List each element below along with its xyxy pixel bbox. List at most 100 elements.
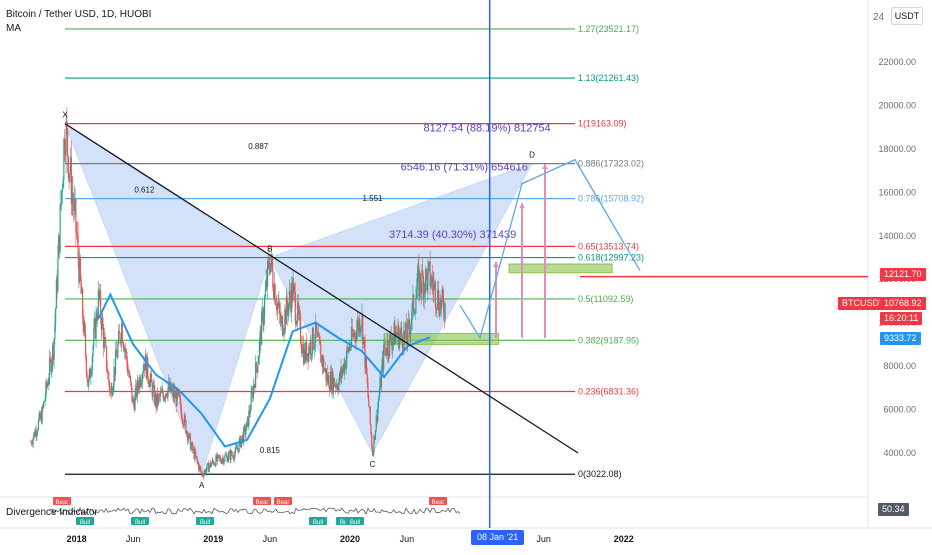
candle-body	[443, 298, 445, 314]
candle-body	[438, 308, 440, 317]
candle-body	[392, 337, 395, 343]
candle-body	[120, 341, 122, 343]
candle-body	[325, 368, 327, 381]
candle-body	[389, 333, 392, 335]
candle-body	[284, 309, 286, 330]
candle-body	[423, 284, 425, 299]
candle-body	[235, 447, 237, 449]
candle-body	[159, 392, 162, 397]
candle-body	[419, 273, 421, 297]
candle-body	[385, 348, 387, 355]
candle-body	[397, 325, 399, 336]
candle-body	[108, 372, 110, 383]
candle-body	[332, 371, 334, 393]
indicator-label[interactable]: MA	[6, 23, 21, 34]
candle-body	[432, 283, 434, 291]
candle-body	[135, 385, 137, 394]
candle-body	[287, 308, 289, 316]
candle-body	[129, 375, 131, 377]
candle-body	[329, 388, 331, 391]
candle-body	[43, 401, 46, 403]
candle-body	[322, 358, 324, 367]
candle-body	[109, 392, 111, 393]
candle-body	[102, 317, 104, 329]
candle-body	[290, 299, 292, 313]
x-tick-label: 2020	[340, 534, 360, 544]
fib-level-label: 0.65(13513.74)	[578, 241, 639, 251]
currency-button[interactable]: USDT	[891, 7, 923, 25]
candle-body	[136, 379, 138, 398]
candle-body	[314, 321, 317, 344]
candle-body	[273, 284, 275, 299]
candle-body	[332, 378, 335, 393]
candle-body	[373, 435, 375, 453]
candle-body	[150, 373, 152, 380]
candle-body	[434, 282, 436, 284]
candle-body	[57, 257, 59, 291]
candle-body	[338, 382, 340, 392]
candle-body	[339, 372, 341, 379]
candle-body	[314, 343, 316, 349]
candle-body	[204, 469, 207, 474]
candle-body	[121, 323, 123, 343]
candle-body	[107, 372, 109, 374]
candle-body	[172, 387, 174, 398]
candle-body	[124, 347, 126, 352]
divergence-tag	[53, 497, 71, 505]
candle-body	[207, 462, 209, 465]
candle-body	[189, 433, 191, 436]
candle-body	[196, 457, 198, 462]
candle-body	[396, 334, 398, 336]
candle-body	[68, 173, 70, 179]
candle-body	[210, 462, 212, 467]
candle-body	[222, 458, 224, 461]
candle-body	[304, 348, 306, 361]
candle-body	[35, 429, 37, 436]
divergence-tag-label: Bull	[135, 520, 145, 526]
candle-body	[148, 383, 150, 388]
candle-body	[308, 346, 311, 354]
candle-body	[282, 333, 284, 336]
candle-body	[368, 406, 371, 408]
candle-body	[386, 354, 388, 356]
candle-body	[195, 456, 198, 458]
candle-body	[82, 317, 84, 333]
candle-body	[80, 278, 82, 294]
candle-body	[348, 346, 350, 352]
candle-body	[219, 457, 222, 461]
candle-body	[367, 382, 369, 397]
oscillator-label[interactable]: Divergence Indicator	[6, 507, 98, 518]
candle-body	[356, 329, 358, 342]
candle-body	[267, 261, 269, 287]
candle-body	[45, 382, 47, 398]
candle-body	[79, 256, 81, 283]
candle-body	[117, 331, 120, 345]
candle-body	[223, 460, 225, 464]
candle-body	[115, 349, 117, 356]
divergence-tag-label: Bear	[256, 500, 269, 506]
candle-body	[210, 463, 213, 467]
candle-body	[186, 431, 188, 434]
candle-body	[273, 287, 275, 299]
candle-body	[69, 173, 71, 175]
target-zone-box	[383, 333, 500, 345]
candle-body	[296, 302, 299, 323]
pattern-ratio-label: 0.815	[260, 446, 281, 455]
x-tick-label: 2022	[614, 534, 634, 544]
candle-body	[183, 424, 185, 426]
candle-body	[98, 290, 100, 297]
candle-body	[245, 430, 247, 435]
candle-body	[150, 373, 153, 383]
candle-body	[112, 385, 114, 392]
candle-body	[91, 356, 93, 371]
candle-body	[228, 451, 231, 454]
candle-body	[441, 289, 443, 301]
candle-body	[178, 392, 180, 397]
candle-body	[362, 337, 365, 345]
candle-body	[147, 357, 149, 379]
candle-body	[212, 460, 214, 462]
candle-body	[422, 276, 425, 299]
candle-body	[313, 348, 315, 349]
